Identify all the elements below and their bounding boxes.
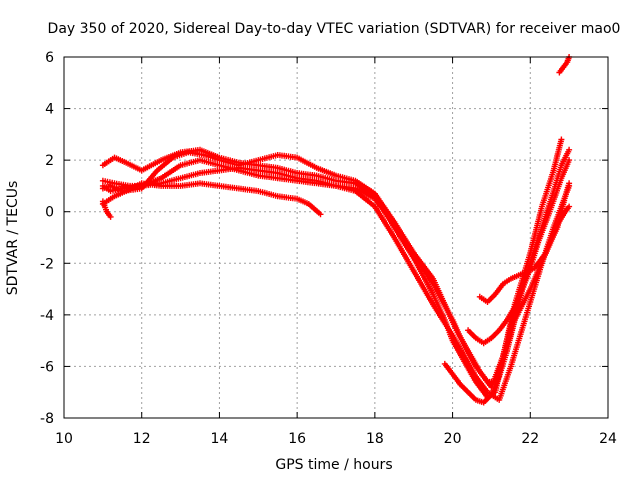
y-tick-label: 0 <box>45 205 54 221</box>
data-series-track-10 <box>556 54 573 76</box>
x-tick-label: 18 <box>366 431 384 447</box>
y-tick-label: 4 <box>45 102 54 118</box>
y-tick-label: -2 <box>40 256 54 272</box>
data-series-track-8 <box>476 180 573 305</box>
y-tick-label: 6 <box>45 50 54 66</box>
series-markers <box>556 54 573 76</box>
series-markers <box>476 180 573 305</box>
x-axis-label: GPS time / hours <box>275 457 392 473</box>
chart-title: Day 350 of 2020, Sidereal Day-to-day VTE… <box>48 21 621 37</box>
y-tick-label: -6 <box>40 359 54 375</box>
data-series-track-9 <box>465 157 573 347</box>
data-series-group <box>99 54 573 406</box>
series-markers <box>99 198 114 220</box>
series-line <box>101 166 571 383</box>
x-tick-label: 16 <box>288 431 306 447</box>
data-series-track-6 <box>99 198 114 220</box>
x-tick-label: 14 <box>211 431 229 447</box>
data-series-track-2 <box>99 157 573 403</box>
x-tick-label: 24 <box>599 431 617 447</box>
x-tick-label: 20 <box>444 431 462 447</box>
plot-frame <box>63 56 609 419</box>
y-tick-label: -4 <box>40 308 54 324</box>
series-markers <box>465 157 573 347</box>
grid-lines <box>64 57 608 418</box>
x-tick-label: 10 <box>55 431 73 447</box>
series-markers <box>99 157 573 403</box>
y-axis-label: SDTVAR / TECUs <box>5 181 21 296</box>
y-tick-label: 2 <box>45 153 54 169</box>
y-tick-label: -8 <box>40 411 54 427</box>
x-tick-label: 12 <box>133 431 151 447</box>
x-tick-label: 22 <box>521 431 539 447</box>
